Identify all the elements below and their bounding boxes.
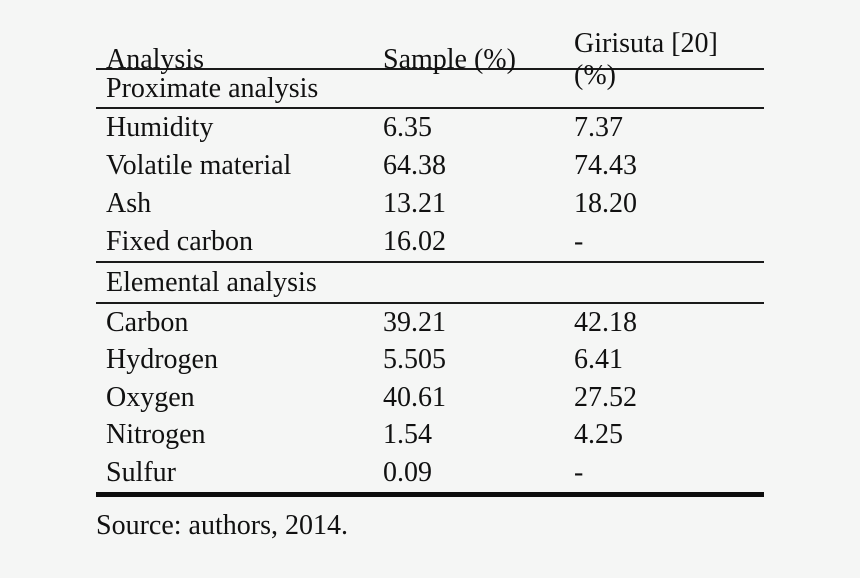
section-title: Proximate analysis — [106, 72, 319, 104]
analysis-table: Analysis Sample (%) Girisuta [20] (%) Pr… — [96, 28, 764, 542]
row-label: Volatile material — [106, 150, 292, 181]
row-label: Humidity — [106, 112, 214, 143]
table-body: Analysis Sample (%) Girisuta [20] (%) Pr… — [96, 28, 764, 497]
cell-sample-value: 5.505 — [383, 344, 446, 376]
table-row-fixed-carbon: Fixed carbon 16.02 - — [96, 223, 764, 263]
column-header-sample: Sample (%) — [383, 44, 516, 75]
table-row-sulfur: Sulfur 0.09 - — [96, 454, 764, 492]
row-label: Ash — [106, 188, 152, 219]
column-header-girisuta: Girisuta [20] (%) — [574, 28, 718, 91]
cell-girisuta-value: 6.41 — [574, 344, 623, 376]
table-row-oxygen: Oxygen 40.61 27.52 — [96, 379, 764, 417]
cell-sample-value: 1.54 — [383, 419, 432, 451]
cell-sample-value: 13.21 — [383, 188, 446, 219]
section-title: Elemental analysis — [106, 266, 317, 298]
cell-girisuta-value: 7.37 — [574, 112, 623, 143]
cell-sample-value: 6.35 — [383, 112, 432, 143]
table-header-row: Analysis Sample (%) Girisuta [20] (%) — [96, 28, 764, 91]
cell-sample-value: 39.21 — [383, 306, 446, 338]
row-label: Sulfur — [106, 456, 176, 488]
row-label: Fixed carbon — [106, 226, 253, 257]
cell-girisuta-value: - — [574, 226, 584, 257]
table-row-humidity: Humidity 6.35 7.37 — [96, 109, 764, 147]
section-header-elemental: Elemental analysis — [96, 263, 764, 304]
cell-sample-value: 16.02 — [383, 226, 446, 257]
row-label: Hydrogen — [106, 344, 218, 376]
table-row-nitrogen: Nitrogen 1.54 4.25 — [96, 417, 764, 455]
row-label: Carbon — [106, 306, 189, 338]
row-label: Nitrogen — [106, 419, 206, 451]
cell-girisuta-value: 42.18 — [574, 306, 637, 338]
section-header-proximate: Proximate analysis — [96, 70, 764, 109]
cell-girisuta-value: 27.52 — [574, 381, 637, 413]
cell-girisuta-value: - — [574, 456, 584, 488]
cell-sample-value: 40.61 — [383, 381, 446, 413]
row-label: Oxygen — [106, 381, 195, 413]
table-row-carbon: Carbon 39.21 42.18 — [96, 304, 764, 342]
cell-girisuta-value: 74.43 — [574, 150, 637, 181]
column-header-analysis: Analysis — [106, 44, 204, 75]
table-row-volatile-material: Volatile material 64.38 74.43 — [96, 147, 764, 185]
source-note: Source: authors, 2014. — [96, 509, 348, 541]
cell-sample-value: 0.09 — [383, 456, 432, 488]
cell-sample-value: 64.38 — [383, 150, 446, 181]
table-row-ash: Ash 13.21 18.20 — [96, 185, 764, 223]
table-row-hydrogen: Hydrogen 5.505 6.41 — [96, 342, 764, 380]
cell-girisuta-value: 4.25 — [574, 419, 623, 451]
cell-girisuta-value: 18.20 — [574, 188, 637, 219]
